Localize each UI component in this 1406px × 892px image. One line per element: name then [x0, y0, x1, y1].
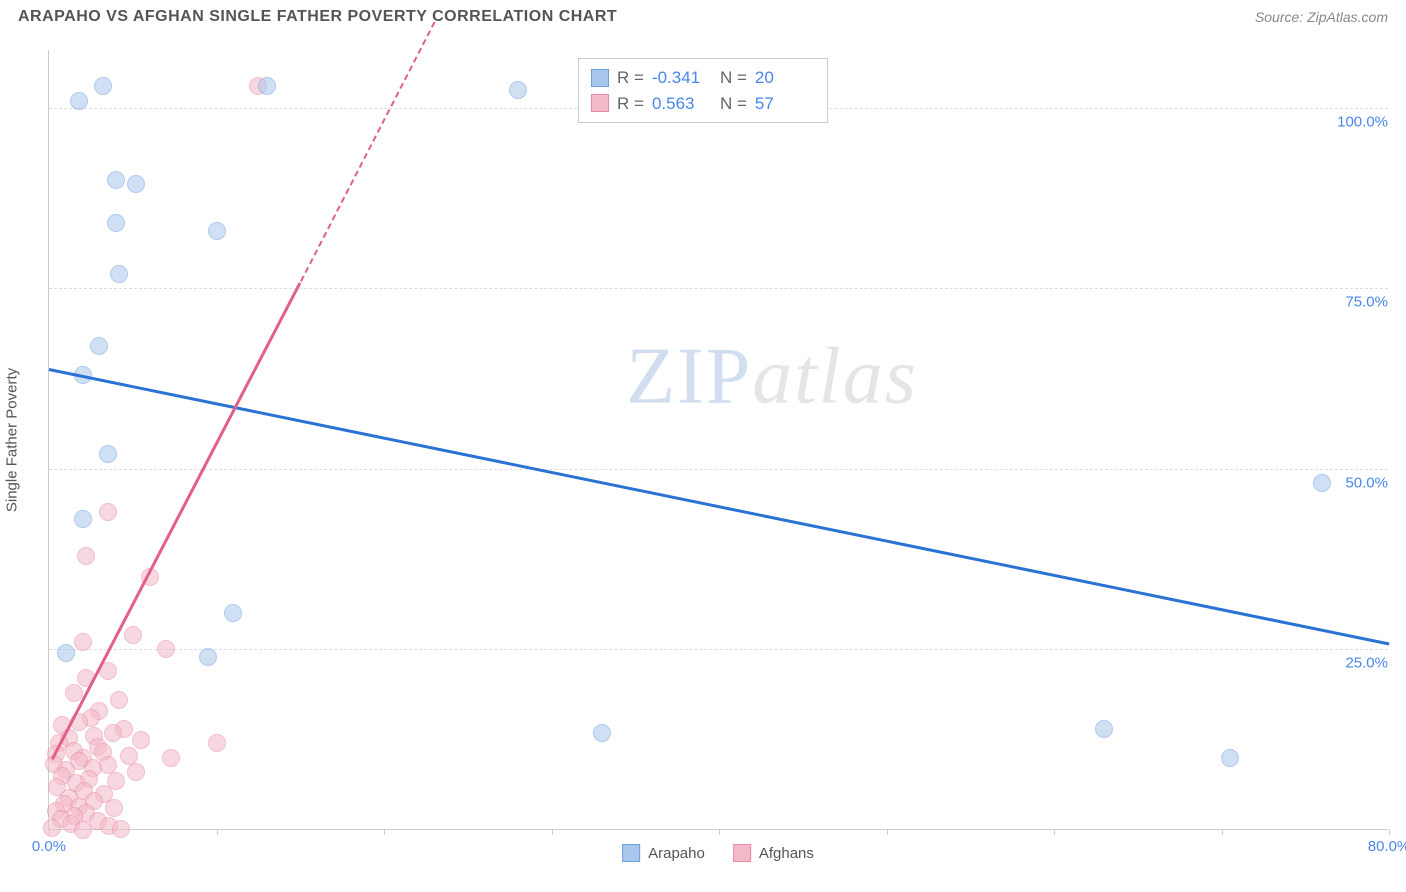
- trend-line: [300, 21, 436, 282]
- data-point-afghans: [99, 503, 117, 521]
- source-attribution: Source: ZipAtlas.com: [1255, 9, 1388, 25]
- data-point-arapaho: [74, 510, 92, 528]
- data-point-arapaho: [57, 644, 75, 662]
- data-point-afghans: [127, 763, 145, 781]
- data-point-arapaho: [224, 604, 242, 622]
- data-point-arapaho: [110, 265, 128, 283]
- n-value: 57: [755, 91, 815, 117]
- data-point-arapaho: [1221, 749, 1239, 767]
- gridline: [49, 469, 1388, 470]
- r-value: -0.341: [652, 65, 712, 91]
- data-point-afghans: [105, 799, 123, 817]
- stats-row-afghans: R =0.563N =57: [591, 91, 815, 117]
- trend-line: [49, 368, 1389, 645]
- watermark: ZIPatlas: [626, 332, 918, 423]
- legend: Arapaho Afghans: [622, 844, 814, 862]
- data-point-afghans: [162, 749, 180, 767]
- x-tick-label: 0.0%: [32, 838, 66, 855]
- y-tick-label: 50.0%: [1341, 474, 1392, 491]
- scatter-chart: Single Father Poverty ZIPatlas 25.0%50.0…: [48, 50, 1388, 830]
- x-tick: [887, 829, 888, 835]
- data-point-afghans: [124, 626, 142, 644]
- legend-item-arapaho: Arapaho: [622, 844, 705, 862]
- data-point-afghans: [110, 691, 128, 709]
- data-point-arapaho: [199, 648, 217, 666]
- data-point-arapaho: [509, 81, 527, 99]
- x-tick: [384, 829, 385, 835]
- swatch-icon: [591, 94, 609, 112]
- data-point-arapaho: [90, 337, 108, 355]
- stats-row-arapaho: R =-0.341N =20: [591, 65, 815, 91]
- data-point-afghans: [74, 821, 92, 839]
- data-point-afghans: [74, 633, 92, 651]
- plot-region: ZIPatlas 25.0%50.0%75.0%100.0%0.0%80.0%: [48, 50, 1388, 830]
- data-point-arapaho: [258, 77, 276, 95]
- y-axis-title: Single Father Poverty: [4, 368, 21, 512]
- x-tick: [552, 829, 553, 835]
- chart-title: ARAPAHO VS AFGHAN SINGLE FATHER POVERTY …: [18, 8, 617, 26]
- data-point-afghans: [208, 734, 226, 752]
- data-point-afghans: [104, 724, 122, 742]
- data-point-afghans: [132, 731, 150, 749]
- data-point-arapaho: [127, 175, 145, 193]
- data-point-arapaho: [107, 171, 125, 189]
- x-tick: [1389, 829, 1390, 835]
- x-tick: [719, 829, 720, 835]
- data-point-arapaho: [107, 214, 125, 232]
- gridline: [49, 649, 1388, 650]
- data-point-afghans: [112, 820, 130, 838]
- y-tick-label: 25.0%: [1341, 655, 1392, 672]
- data-point-arapaho: [99, 445, 117, 463]
- legend-item-afghans: Afghans: [733, 844, 814, 862]
- chart-header: ARAPAHO VS AFGHAN SINGLE FATHER POVERTY …: [0, 0, 1406, 30]
- data-point-arapaho: [208, 222, 226, 240]
- swatch-icon: [733, 844, 751, 862]
- data-point-arapaho: [94, 77, 112, 95]
- swatch-icon: [591, 69, 609, 87]
- r-value: 0.563: [652, 91, 712, 117]
- data-point-afghans: [77, 547, 95, 565]
- data-point-arapaho: [593, 724, 611, 742]
- data-point-afghans: [157, 640, 175, 658]
- data-point-afghans: [43, 819, 61, 837]
- data-point-arapaho: [1313, 474, 1331, 492]
- y-tick-label: 75.0%: [1341, 294, 1392, 311]
- correlation-stats-box: R =-0.341N =20R =0.563N =57: [578, 58, 828, 123]
- swatch-icon: [622, 844, 640, 862]
- data-point-arapaho: [70, 92, 88, 110]
- gridline: [49, 288, 1388, 289]
- data-point-arapaho: [1095, 720, 1113, 738]
- y-tick-label: 100.0%: [1333, 113, 1392, 130]
- x-tick: [1054, 829, 1055, 835]
- n-value: 20: [755, 65, 815, 91]
- x-tick-label: 80.0%: [1368, 838, 1406, 855]
- x-tick: [1222, 829, 1223, 835]
- x-tick: [217, 829, 218, 835]
